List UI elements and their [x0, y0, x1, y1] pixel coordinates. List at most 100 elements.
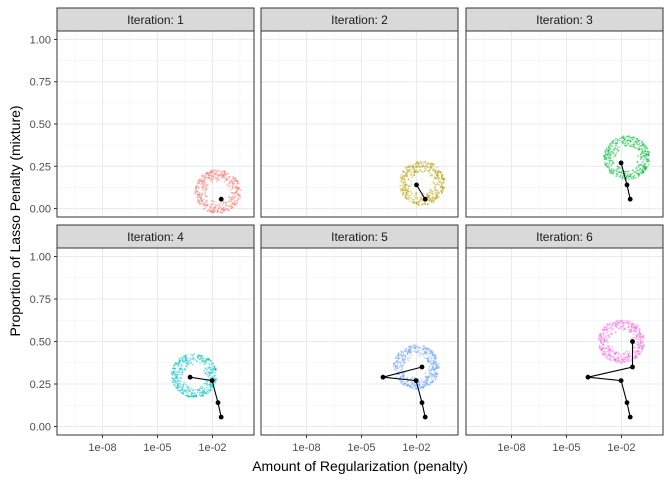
candidate-point — [613, 155, 615, 158]
candidate-point — [210, 385, 213, 388]
candidate-point — [623, 353, 625, 356]
candidate-point — [207, 357, 209, 360]
candidate-point — [210, 203, 212, 205]
candidate-point — [614, 358, 617, 361]
candidate-point — [399, 189, 402, 192]
candidate-point — [415, 193, 418, 196]
candidate-point — [427, 361, 429, 363]
candidate-point — [437, 171, 440, 174]
candidate-point — [642, 346, 644, 349]
candidate-point — [238, 194, 241, 196]
candidate-point — [396, 360, 398, 362]
candidate-point — [402, 171, 405, 174]
candidate-point — [191, 394, 194, 397]
candidate-point — [605, 164, 608, 166]
candidate-point — [408, 169, 411, 172]
candidate-point — [609, 348, 612, 351]
candidate-point — [205, 392, 208, 395]
candidate-point — [644, 153, 647, 155]
candidate-point — [198, 354, 201, 357]
search-path-point — [187, 374, 193, 380]
candidate-point — [222, 176, 225, 179]
candidate-point — [423, 350, 426, 353]
candidate-point — [639, 167, 642, 170]
candidate-point — [173, 381, 176, 384]
candidate-point — [180, 364, 183, 366]
candidate-point — [435, 365, 438, 367]
candidate-point — [619, 175, 621, 178]
candidate-point — [617, 168, 620, 171]
candidate-point — [612, 162, 615, 165]
x-tick-label: 1e-02 — [402, 442, 430, 454]
candidate-point — [429, 371, 432, 374]
candidate-point — [183, 356, 186, 358]
candidate-point — [433, 357, 436, 360]
candidate-point — [210, 199, 213, 202]
candidate-point — [414, 344, 417, 347]
candidate-point — [643, 156, 646, 159]
candidate-point — [433, 359, 435, 362]
candidate-point — [600, 341, 602, 344]
candidate-point — [433, 176, 436, 179]
candidate-point — [420, 386, 423, 389]
candidate-point — [229, 198, 232, 201]
candidate-point — [436, 171, 438, 174]
candidate-point — [237, 194, 240, 197]
candidate-point — [410, 348, 413, 350]
candidate-point — [439, 171, 442, 174]
candidate-point — [199, 196, 202, 199]
candidate-point — [402, 170, 404, 173]
candidate-point — [646, 158, 649, 161]
candidate-point — [221, 174, 224, 177]
candidate-point — [642, 144, 645, 147]
candidate-point — [607, 341, 609, 344]
candidate-point — [612, 350, 614, 353]
candidate-point — [172, 372, 175, 375]
candidate-point — [605, 156, 607, 159]
candidate-point — [230, 207, 233, 209]
candidate-point — [205, 203, 208, 206]
candidate-point — [209, 386, 212, 389]
candidate-point — [602, 328, 605, 331]
candidate-point — [210, 363, 213, 365]
candidate-point — [404, 181, 406, 184]
candidate-point — [442, 186, 444, 189]
candidate-point — [431, 192, 434, 195]
candidate-point — [425, 375, 427, 378]
candidate-point — [435, 177, 438, 180]
candidate-point — [398, 357, 400, 359]
candidate-point — [204, 188, 207, 190]
candidate-point — [222, 174, 225, 177]
candidate-point — [214, 369, 216, 371]
candidate-point — [202, 389, 204, 392]
candidate-point — [216, 205, 219, 207]
candidate-point — [442, 190, 445, 192]
candidate-point — [424, 162, 427, 164]
facet-title: Iteration: 6 — [536, 230, 593, 244]
search-path-point — [422, 196, 428, 202]
candidate-point — [633, 171, 636, 173]
candidate-point — [438, 192, 440, 195]
candidate-point — [426, 192, 429, 195]
candidate-point — [616, 356, 619, 358]
candidate-point — [640, 168, 643, 171]
candidate-point — [635, 166, 638, 169]
candidate-point — [606, 340, 608, 343]
candidate-point — [396, 364, 399, 366]
candidate-point — [604, 164, 607, 167]
candidate-point — [207, 358, 210, 361]
candidate-point — [627, 322, 630, 325]
candidate-point — [237, 187, 240, 190]
candidate-point — [192, 395, 195, 398]
candidate-point — [647, 151, 650, 153]
candidate-point — [606, 356, 608, 359]
candidate-point — [203, 392, 206, 395]
candidate-point — [602, 341, 605, 344]
candidate-point — [416, 346, 419, 349]
candidate-point — [201, 186, 204, 189]
candidate-point — [429, 381, 432, 383]
facet-panel: Iteration: 61e-08 1e-05 1e-02 — [465, 224, 664, 454]
candidate-point — [627, 135, 630, 137]
candidate-point — [432, 368, 435, 371]
candidate-point — [640, 156, 643, 158]
